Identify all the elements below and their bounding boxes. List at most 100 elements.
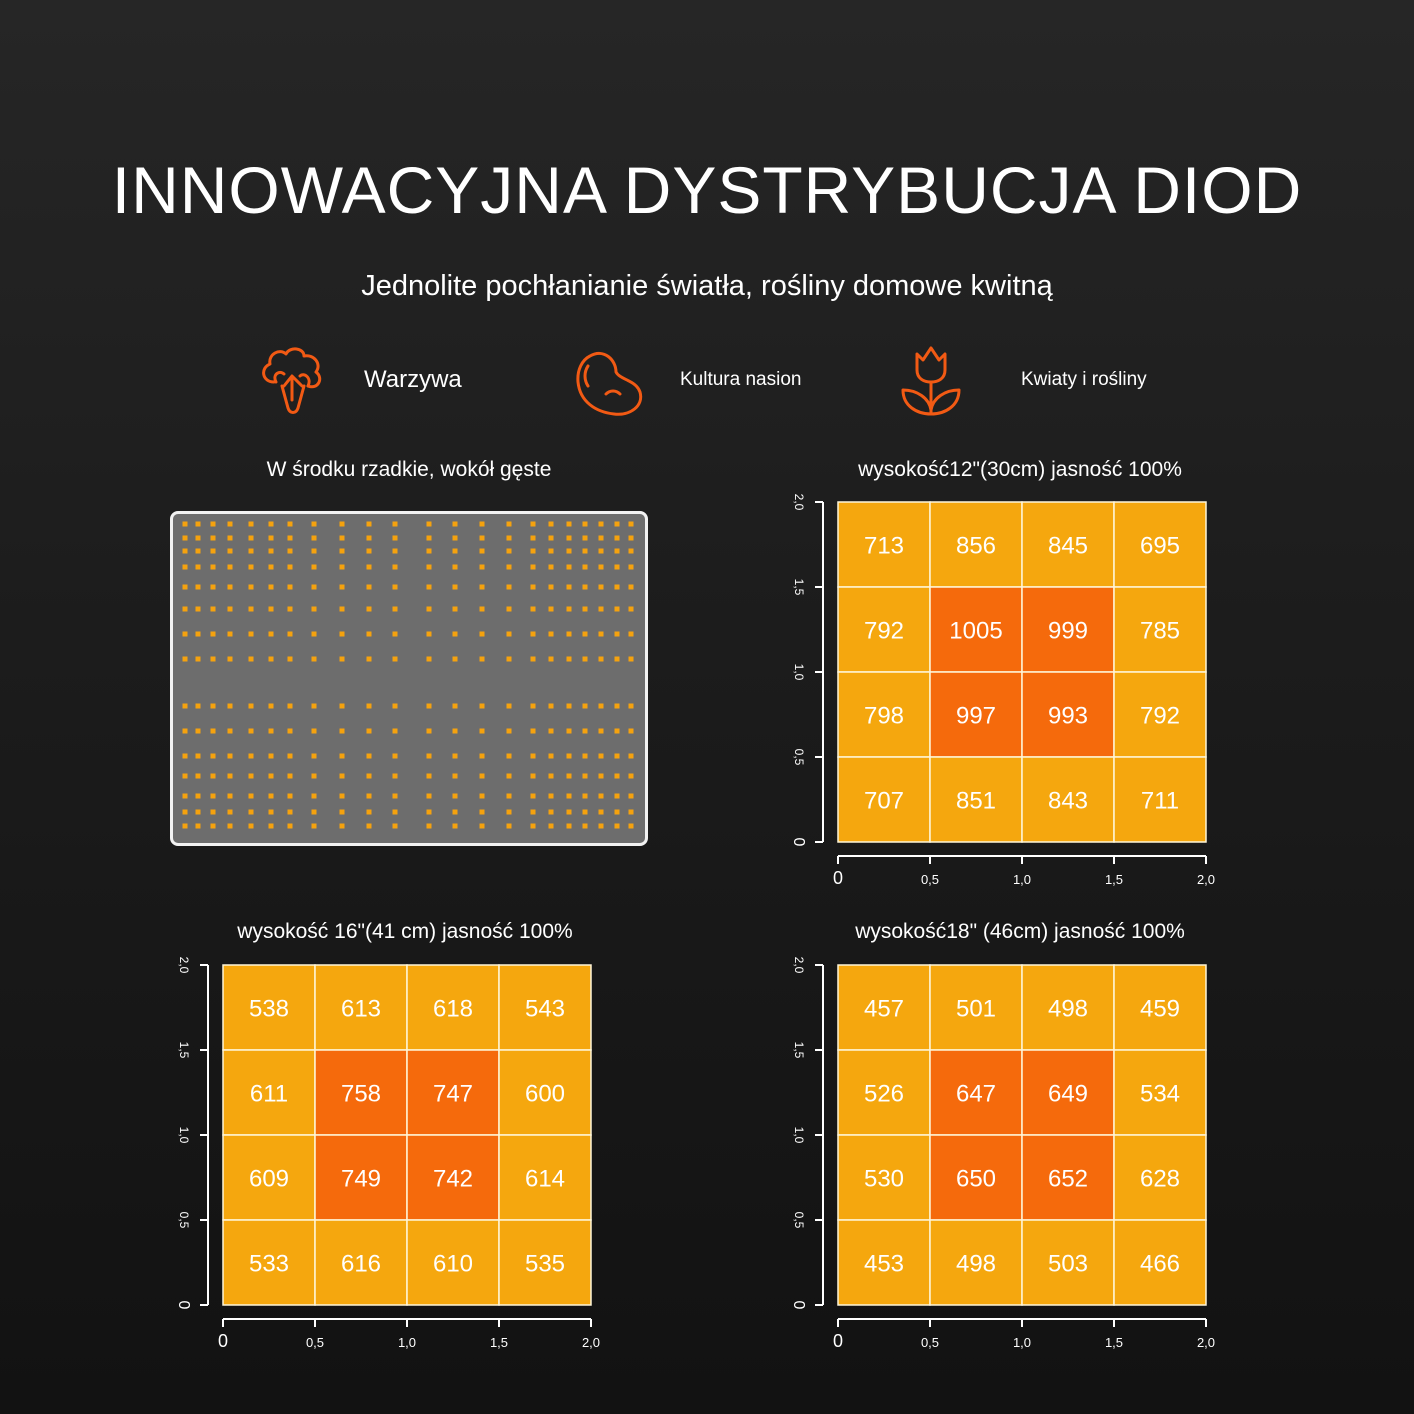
led-diode: [392, 656, 398, 662]
heatmap-cell: [498, 1219, 592, 1306]
cell-value-label: 533: [249, 1251, 289, 1278]
led-diode: [582, 793, 588, 799]
led-diode: [548, 535, 554, 541]
led-diode: [227, 656, 233, 662]
led-diode: [598, 548, 604, 554]
led-diode: [614, 773, 620, 779]
led-diode: [210, 564, 216, 570]
led-diode: [210, 584, 216, 590]
led-diode: [598, 793, 604, 799]
led-diode: [366, 535, 372, 541]
led-diode: [530, 584, 536, 590]
led-diode: [339, 773, 345, 779]
led-diode: [548, 584, 554, 590]
heatmap-cell: [837, 501, 931, 588]
led-diode: [339, 535, 345, 541]
cell-value-label: 498: [1048, 996, 1088, 1023]
heatmap-cell: [406, 964, 500, 1051]
heatmap-cell: [1113, 1134, 1207, 1221]
led-diode: [452, 564, 458, 570]
led-diode: [506, 606, 512, 612]
led-diode: [182, 703, 188, 709]
led-diode: [287, 809, 293, 815]
cell-value-label: 600: [525, 1081, 565, 1108]
led-diode: [506, 793, 512, 799]
led-diode: [530, 793, 536, 799]
led-diode: [566, 535, 572, 541]
led-diode: [426, 823, 432, 829]
led-diode: [628, 773, 634, 779]
led-diode: [426, 521, 432, 527]
led-diode: [182, 606, 188, 612]
led-diode: [479, 606, 485, 612]
heatmap-cell: [314, 1219, 408, 1306]
led-diode: [426, 606, 432, 612]
led-diode: [506, 584, 512, 590]
led-diode: [210, 656, 216, 662]
led-diode: [566, 564, 572, 570]
led-diode: [268, 823, 274, 829]
led-diode: [311, 584, 317, 590]
heatmap-cell: [1113, 1219, 1207, 1306]
cell-value-label: 798: [864, 703, 904, 730]
led-diode: [548, 631, 554, 637]
led-diode: [628, 656, 634, 662]
led-diode: [268, 753, 274, 759]
y-tick-label: 2,0: [792, 957, 806, 974]
led-diode: [566, 606, 572, 612]
led-diode: [479, 823, 485, 829]
led-diode: [479, 548, 485, 554]
cell-value-label: 609: [249, 1166, 289, 1193]
led-diode: [311, 753, 317, 759]
led-diode: [311, 548, 317, 554]
led-diode: [311, 823, 317, 829]
led-diode: [506, 521, 512, 527]
cell-value-label: 758: [341, 1081, 381, 1108]
led-diode: [566, 809, 572, 815]
heatmap-chart-46cm: 0 0,5 1,0 1,5 2,0 0 0,5 1,0 1,5 2,0 457 501 498 459 52…: [790, 957, 1215, 1351]
led-diode: [566, 703, 572, 709]
chart-title: wysokość 16"(41 cm) jasność 100%: [237, 920, 573, 943]
led-diode: [452, 703, 458, 709]
heatmap-cell: [929, 964, 1023, 1051]
x-tick-label: 1,0: [1013, 1335, 1031, 1350]
heatmap-cell: [1113, 756, 1207, 843]
led-diode: [548, 809, 554, 815]
led-diode: [248, 793, 254, 799]
cell-value-label: 650: [956, 1166, 996, 1193]
led-diode: [182, 584, 188, 590]
led-diode: [452, 521, 458, 527]
cell-value-label: 526: [864, 1081, 904, 1108]
led-diode: [311, 703, 317, 709]
led-diode: [182, 535, 188, 541]
led-diode: [530, 823, 536, 829]
cell-value-label: 1005: [949, 618, 1002, 645]
led-diode: [311, 521, 317, 527]
led-diode: [506, 773, 512, 779]
feature-label: Kwiaty i rośliny: [1021, 369, 1147, 390]
cell-value-label: 749: [341, 1166, 381, 1193]
led-diode: [210, 521, 216, 527]
led-diode: [598, 631, 604, 637]
led-diode: [210, 631, 216, 637]
led-diode: [628, 823, 634, 829]
led-diode: [426, 809, 432, 815]
led-diode: [182, 548, 188, 554]
heatmap-cell: [929, 501, 1023, 588]
led-diode: [268, 584, 274, 590]
heatmap-cell: [837, 1049, 931, 1136]
led-diode: [227, 631, 233, 637]
cell-value-label: 503: [1048, 1251, 1088, 1278]
led-diode: [287, 584, 293, 590]
led-diode: [366, 793, 372, 799]
led-diode: [248, 809, 254, 815]
led-diode: [479, 584, 485, 590]
led-diode: [248, 606, 254, 612]
led-diode: [530, 753, 536, 759]
led-diode: [598, 521, 604, 527]
led-diode: [614, 656, 620, 662]
led-diode: [628, 548, 634, 554]
led-diode: [426, 656, 432, 662]
led-diode: [287, 548, 293, 554]
led-diode: [366, 773, 372, 779]
